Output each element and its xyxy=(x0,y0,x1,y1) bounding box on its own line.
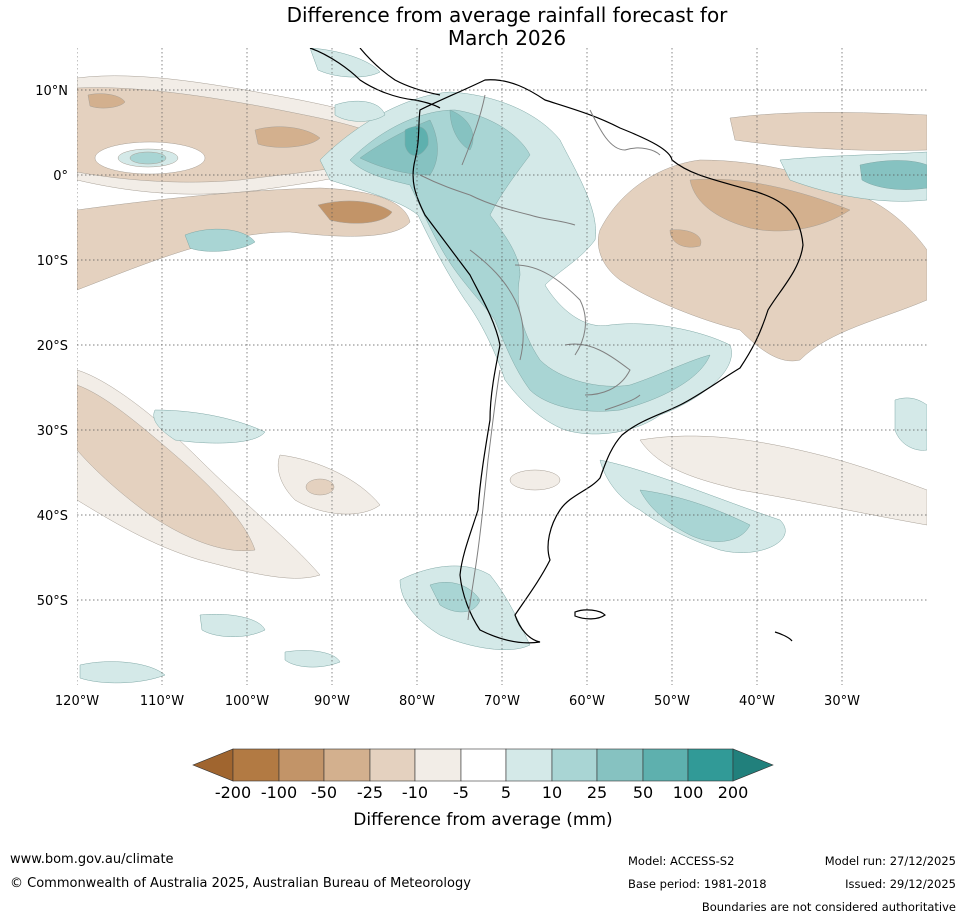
graticule xyxy=(77,48,927,685)
wet-region-pacific-north-patch xyxy=(334,100,386,122)
colorbar-tick-4: -25 xyxy=(357,783,383,802)
model-run-text: Model run: 27/12/2025 xyxy=(824,854,956,868)
falkland-islands xyxy=(574,609,606,620)
wet-region-andes-inner xyxy=(349,109,711,412)
dry-anomaly-regions xyxy=(77,75,927,579)
colorbar-tick-6: -5 xyxy=(453,783,469,802)
wet-region-pacific-south-2 xyxy=(199,614,266,637)
wet-region-patagonia-core xyxy=(429,582,481,613)
colorbar-high-extension xyxy=(732,748,774,782)
boundary-colombia-peru xyxy=(419,174,471,196)
dry-region-atlantic-south xyxy=(639,435,927,526)
lon-label-110w: 110°W xyxy=(140,694,184,709)
boundary-peru-bolivia xyxy=(469,249,524,361)
colorbar-segment-7 xyxy=(505,748,553,782)
chart-title: Difference from average rainfall forecas… xyxy=(0,4,965,50)
south-america-coastline xyxy=(412,79,804,644)
lat-label-30s: 30°S xyxy=(37,424,68,439)
wet-region-south-atlantic-core xyxy=(639,489,751,542)
lon-label-60w: 60°W xyxy=(569,694,605,709)
central-america-coastline-north xyxy=(359,48,441,96)
lon-label-90w: 90°W xyxy=(314,694,350,709)
boundary-colombia-venezuela xyxy=(461,94,486,166)
lat-label-50s: 50°S xyxy=(37,594,68,609)
issued-text: Issued: 29/12/2025 xyxy=(845,877,956,891)
boundary-paraguay xyxy=(564,343,631,396)
lat-label-0: 0° xyxy=(53,169,68,184)
title-line-1: Difference from average rainfall forecas… xyxy=(286,3,728,27)
dry-region-eastern-pacific-north-core xyxy=(87,93,321,148)
wet-anomaly-regions xyxy=(79,48,927,684)
disclaimer-text: Boundaries are not considered authoritat… xyxy=(701,900,956,914)
model-text: Model: ACCESS-S2 xyxy=(628,854,735,868)
colorbar-tick-1: -200 xyxy=(215,783,251,802)
wet-region-pacific-equatorial xyxy=(184,228,256,252)
colorbar-tick-11: 100 xyxy=(673,783,704,802)
colorbar-tick-10: 50 xyxy=(633,783,653,802)
colorbar-tick-7: 5 xyxy=(501,783,511,802)
colorbar-segment-10 xyxy=(642,748,689,782)
country-boundaries xyxy=(419,94,661,621)
lat-label-20s: 20°S xyxy=(37,339,68,354)
map-panel xyxy=(77,48,927,685)
dry-patch-pacific-east xyxy=(509,469,561,491)
lat-label-40s: 40°S xyxy=(37,509,68,524)
colorbar-tick-9: 25 xyxy=(587,783,607,802)
central-america-coastline xyxy=(309,48,441,109)
latitude-labels: 10°N 0° 10°S 20°S 30°S 40°S 50°S xyxy=(35,84,68,609)
copyright-text: © Commonwealth of Australia 2025, Austra… xyxy=(10,876,471,891)
title-line-2: March 2026 xyxy=(447,26,567,50)
lon-label-70w: 70°W xyxy=(484,694,520,709)
colorbar-segment-1 xyxy=(232,748,280,782)
wet-region-pacific-south-3 xyxy=(79,661,166,684)
boundary-guianas xyxy=(589,109,661,156)
lon-label-80w: 80°W xyxy=(399,694,435,709)
south-georgia xyxy=(774,631,793,642)
wet-region-pacific-south-1 xyxy=(153,409,266,444)
colorbar-segment-2 xyxy=(278,748,325,782)
colorbar-segment-4 xyxy=(369,748,416,782)
colorbar: -200 -100 -50 -25 -10 -5 5 10 25 50 100 … xyxy=(192,748,774,830)
lat-label-10n: 10°N xyxy=(35,84,68,99)
dry-region-brazil-core xyxy=(669,178,851,248)
dry-region-southeast-pacific-inner xyxy=(77,384,256,552)
colorbar-tick-5: -10 xyxy=(402,783,428,802)
colorbar-low-extension xyxy=(192,748,234,782)
wet-region-atlantic-east xyxy=(894,397,927,451)
colorbar-segment-8 xyxy=(551,748,598,782)
lat-label-10s: 10°S xyxy=(37,254,68,269)
colorbar-tick-8: 10 xyxy=(542,783,562,802)
colorbar-tick-2: -100 xyxy=(261,783,297,802)
website-link[interactable]: www.bom.gov.au/climate xyxy=(10,852,174,867)
boundary-uruguay xyxy=(604,394,641,411)
wet-region-pacific-north xyxy=(309,48,381,78)
lon-label-30w: 30°W xyxy=(824,694,860,709)
colorbar-tick-3: -50 xyxy=(311,783,337,802)
colorbar-label: Difference from average (mm) xyxy=(353,810,612,830)
base-period-text: Base period: 1981-2018 xyxy=(628,877,767,891)
dry-patch-small xyxy=(305,478,335,496)
boundary-brazil-west xyxy=(469,194,576,226)
dry-region-atlantic-north xyxy=(729,112,927,151)
colorbar-segment-3 xyxy=(323,748,371,782)
colorbar-segment-5 xyxy=(414,748,462,782)
colorbar-segment-9 xyxy=(596,748,644,782)
wet-region-andes-peak xyxy=(404,126,429,156)
lon-label-50w: 50°W xyxy=(654,694,690,709)
colorbar-segment-6 xyxy=(460,748,507,782)
wet-region-pacific-south-4 xyxy=(284,650,341,668)
colorbar-tick-12: 200 xyxy=(718,783,749,802)
boundary-bolivia-brazil xyxy=(514,264,586,356)
lon-label-40w: 40°W xyxy=(739,694,775,709)
wet-pocket-pacific-core xyxy=(129,151,167,165)
continent-outlines xyxy=(309,48,804,644)
dry-region-eastern-pacific-south-core xyxy=(317,200,393,224)
colorbar-segment-11 xyxy=(687,748,734,782)
longitude-labels: 120°W 110°W 100°W 90°W 80°W 70°W 60°W 50… xyxy=(55,694,860,709)
lon-label-100w: 100°W xyxy=(225,694,269,709)
boundary-argentina-chile xyxy=(467,369,501,621)
lon-label-120w: 120°W xyxy=(55,694,99,709)
